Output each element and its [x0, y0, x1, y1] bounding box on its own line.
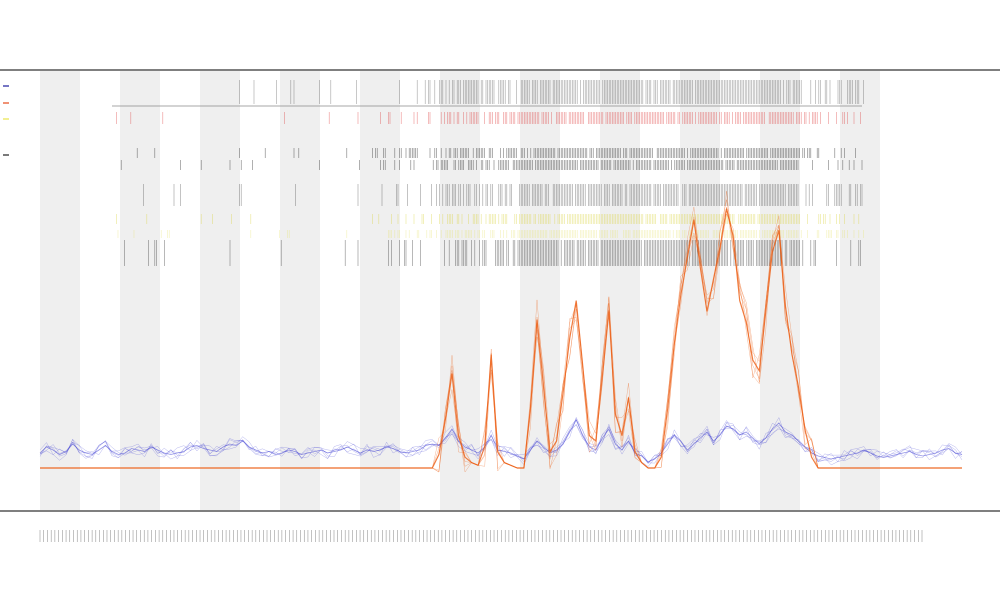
- shaded-band: [360, 71, 400, 510]
- shaded-bands: [40, 71, 880, 510]
- series-baseline-signal: [39, 416, 963, 467]
- shaded-band: [280, 71, 320, 510]
- series-trace: [40, 213, 962, 471]
- shaded-band: [680, 71, 720, 510]
- series-trace: [40, 207, 962, 473]
- series-trace: [39, 420, 963, 467]
- legend: [3, 85, 9, 156]
- series-trace: [39, 419, 963, 463]
- shaded-band: [520, 71, 560, 510]
- x-axis-ticks: [39, 530, 923, 542]
- series-line: [39, 419, 963, 463]
- series-layer: [39, 191, 963, 473]
- shaded-band: [760, 71, 800, 510]
- event-tracks: [116, 80, 864, 266]
- series-trace: [39, 416, 963, 464]
- shaded-band: [840, 71, 880, 510]
- series-trace: [40, 191, 962, 473]
- shaded-band: [120, 71, 160, 510]
- series-peak-signal: [40, 191, 962, 473]
- shaded-band: [200, 71, 240, 510]
- shaded-band: [40, 71, 80, 510]
- series-line: [40, 208, 962, 469]
- series-trace: [39, 418, 963, 466]
- series-trace: [40, 208, 962, 470]
- series-trace: [40, 199, 962, 473]
